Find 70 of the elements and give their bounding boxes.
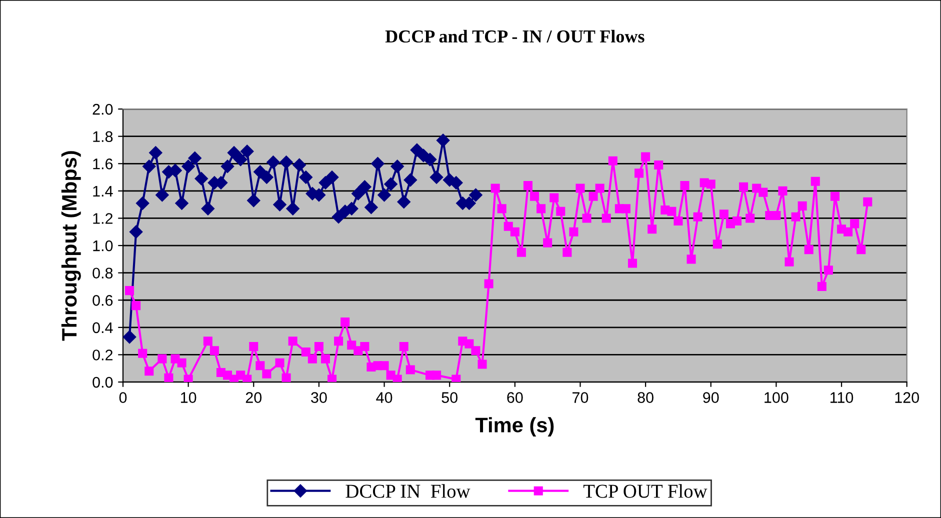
point <box>260 170 274 184</box>
point <box>325 170 339 184</box>
legend-label: TCP OUT Flow <box>583 484 708 498</box>
point <box>142 160 156 173</box>
point <box>450 176 463 190</box>
point <box>430 170 444 184</box>
point <box>423 152 437 166</box>
point <box>436 134 450 148</box>
point <box>201 202 214 216</box>
y-tick-label: 0.2 <box>92 350 112 360</box>
point <box>188 152 202 165</box>
point <box>234 152 248 166</box>
y-tick-label: 0.0 <box>92 376 113 388</box>
x-axis-title: Time (s) <box>475 417 554 437</box>
point <box>364 200 378 214</box>
point <box>254 165 267 178</box>
point <box>122 330 136 344</box>
point <box>299 170 312 184</box>
y-tick-label: 1.8 <box>93 131 113 142</box>
y-tick-label: 1.6 <box>93 158 113 170</box>
point <box>397 195 410 208</box>
point <box>469 188 482 202</box>
y-tick-label: 0.8 <box>92 268 113 279</box>
point <box>384 178 398 191</box>
point <box>371 157 384 170</box>
point <box>318 176 332 190</box>
point <box>220 160 234 173</box>
chart-title: DCCP and TCP - IN / OUT Flows <box>385 30 644 43</box>
point <box>404 173 417 187</box>
x-tick-label: 110 <box>830 392 854 403</box>
point <box>390 160 404 173</box>
y-tick-label: 1.0 <box>93 240 113 252</box>
point <box>156 188 169 202</box>
x-tick-label: 90 <box>703 392 719 403</box>
point <box>175 196 188 210</box>
point <box>266 156 280 169</box>
y-tick-label: 0.6 <box>92 294 113 306</box>
x-tick-label: 100 <box>764 392 788 403</box>
point <box>247 194 260 208</box>
y-axis-title: Throughput (Mbps) <box>61 151 81 341</box>
point <box>194 172 208 186</box>
point <box>129 225 143 238</box>
x-tick-label: 70 <box>572 392 588 403</box>
point <box>345 202 358 216</box>
y-tick-label: 0.4 <box>92 322 113 334</box>
point <box>378 188 391 202</box>
point <box>292 158 306 172</box>
legend-label: DCCP IN Flow <box>346 484 470 498</box>
x-tick-label: 30 <box>311 392 327 403</box>
y-tick-label: 2.0 <box>92 104 113 115</box>
y-tick-label: 1.2 <box>93 213 112 224</box>
x-tick-label: 0 <box>119 392 127 403</box>
x-tick-label: 60 <box>507 392 523 403</box>
point <box>149 146 162 160</box>
x-tick-label: 80 <box>638 392 654 403</box>
x-tick-label: 10 <box>180 392 196 403</box>
point <box>280 156 293 169</box>
point <box>240 144 254 158</box>
point <box>182 160 195 173</box>
x-tick-label: 120 <box>895 392 919 403</box>
x-tick-label: 40 <box>376 392 392 403</box>
point <box>286 202 300 216</box>
point <box>273 198 286 212</box>
y-tick-label: 1.4 <box>93 186 113 196</box>
x-tick-label: 50 <box>442 392 458 403</box>
point <box>352 187 365 200</box>
x-tick-label: 20 <box>246 392 262 403</box>
point <box>227 146 241 160</box>
point <box>136 196 150 210</box>
point <box>358 180 372 194</box>
